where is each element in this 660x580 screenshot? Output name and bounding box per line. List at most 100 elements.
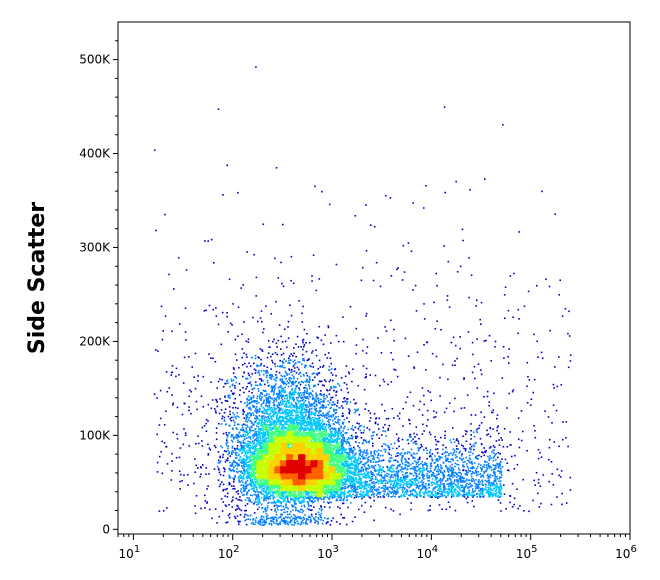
data-point [290, 403, 293, 406]
data-point [367, 459, 369, 461]
data-point [266, 505, 269, 507]
data-point [364, 480, 367, 483]
data-point [240, 484, 242, 486]
data-point [398, 417, 401, 420]
data-point [298, 392, 300, 395]
data-point [380, 479, 383, 481]
data-point [246, 416, 248, 418]
data-point [234, 517, 237, 520]
data-point [356, 464, 359, 466]
data-point [257, 495, 260, 497]
data-point [246, 497, 249, 499]
data-point [272, 519, 274, 521]
data-point [530, 398, 533, 400]
data-point [261, 349, 263, 351]
data-point [285, 412, 288, 414]
data-point [276, 395, 279, 397]
data-point [216, 522, 218, 524]
data-point [268, 346, 270, 348]
data-point [315, 373, 318, 375]
data-point [410, 453, 413, 456]
data-point [360, 279, 363, 282]
data-point [469, 454, 471, 457]
data-point [248, 407, 250, 410]
data-point [237, 416, 240, 418]
data-point [288, 355, 291, 357]
data-point [273, 389, 276, 391]
data-point [237, 191, 239, 194]
data-point [349, 449, 352, 452]
data-point [384, 506, 387, 509]
data-point [219, 473, 222, 476]
data-point [281, 378, 283, 380]
data-point [176, 406, 179, 409]
data-point [311, 362, 314, 365]
data-point [256, 395, 259, 397]
data-point [362, 456, 365, 458]
data-point [260, 363, 262, 365]
data-point [451, 467, 453, 469]
data-point [232, 367, 235, 369]
data-point [320, 512, 323, 515]
data-point [489, 435, 492, 438]
data-point [473, 462, 476, 464]
data-point [329, 399, 332, 401]
data-point [374, 450, 376, 452]
data-point [569, 354, 572, 356]
data-point [221, 510, 224, 512]
data-point [166, 507, 168, 509]
data-point [275, 342, 278, 345]
data-point [277, 339, 280, 342]
data-point [507, 469, 509, 471]
data-point [371, 486, 373, 488]
data-point [347, 371, 350, 373]
data-point [284, 382, 287, 385]
data-point [326, 496, 329, 499]
data-point [286, 373, 288, 375]
data-point [390, 275, 393, 277]
data-point [255, 425, 258, 427]
data-point [381, 482, 384, 484]
data-point [479, 318, 481, 321]
data-point [533, 378, 536, 381]
data-point [481, 451, 483, 453]
data-point [172, 402, 174, 404]
data-point [253, 435, 256, 437]
data-point [250, 522, 253, 525]
data-point [163, 424, 166, 426]
data-point [323, 428, 326, 431]
data-point [462, 465, 464, 468]
data-point [268, 384, 271, 387]
data-point [295, 355, 297, 358]
data-point [293, 514, 295, 516]
data-point [245, 417, 248, 419]
data-point [507, 309, 510, 312]
data-point [420, 462, 422, 465]
data-point [249, 437, 252, 439]
data-point [392, 358, 394, 361]
data-point [232, 420, 235, 422]
data-point [316, 497, 318, 499]
data-point [477, 363, 480, 365]
data-point [267, 407, 269, 409]
data-point [240, 444, 242, 446]
data-point [267, 340, 270, 342]
data-point [236, 448, 239, 450]
data-point [418, 408, 421, 411]
data-point [266, 496, 269, 498]
data-point [286, 380, 288, 383]
data-point [171, 452, 173, 455]
data-point [293, 352, 295, 355]
data-point [250, 485, 253, 488]
data-point [217, 467, 220, 470]
data-point [297, 391, 300, 394]
data-point [315, 393, 318, 396]
data-point [288, 359, 290, 362]
data-point [322, 407, 324, 409]
data-point [450, 458, 453, 460]
data-point [275, 370, 278, 373]
data-point [263, 421, 266, 424]
data-point [342, 499, 345, 502]
data-point [368, 467, 371, 469]
data-point [355, 477, 357, 479]
